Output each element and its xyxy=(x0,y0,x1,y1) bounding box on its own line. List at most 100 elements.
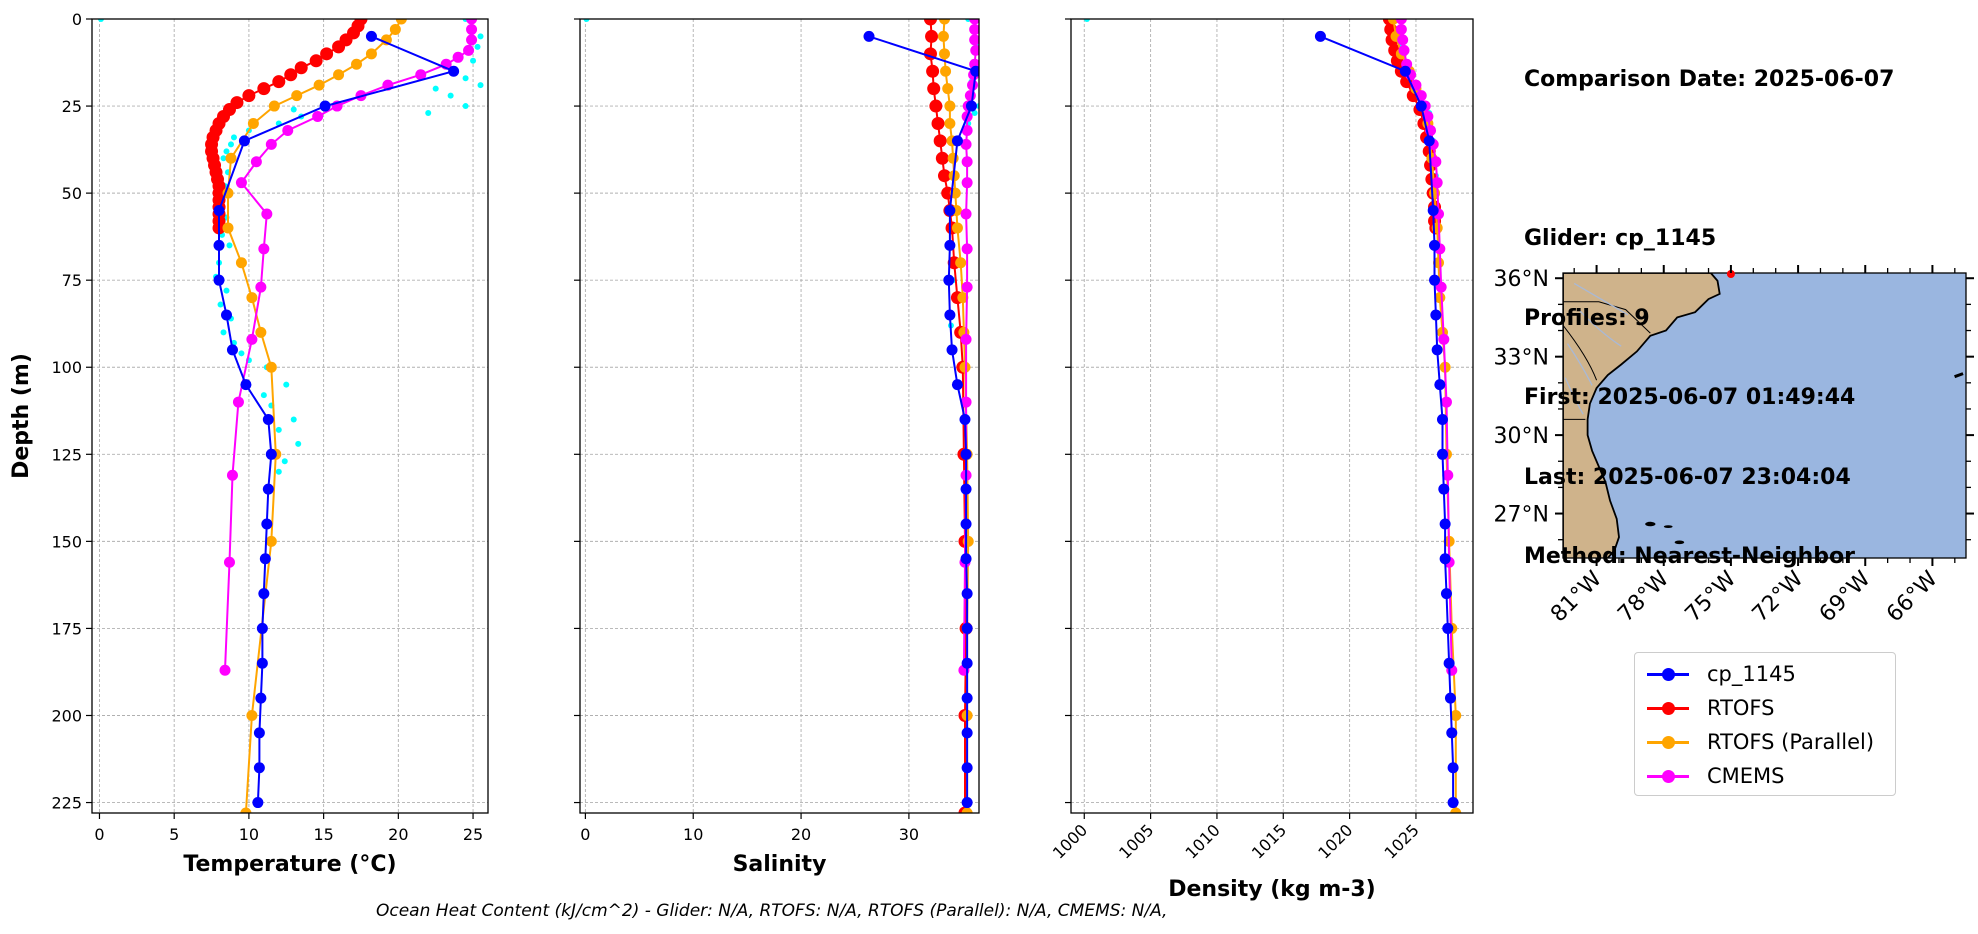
series-point xyxy=(959,361,971,373)
series-point xyxy=(466,19,478,25)
x-tick-label: 20 xyxy=(388,825,408,844)
series-point xyxy=(1434,379,1446,391)
legend-swatch xyxy=(1643,761,1693,791)
series-point xyxy=(415,69,427,81)
series-point xyxy=(960,448,972,460)
first-time: First: 2025-06-07 01:49:44 xyxy=(1524,385,1856,410)
series-line xyxy=(962,19,977,671)
x-tick-label: 1000 xyxy=(1049,820,1091,862)
series-point xyxy=(970,65,979,77)
x-tick-label: 1010 xyxy=(1182,820,1224,862)
glider-raw-point xyxy=(447,92,454,99)
y-tick-label: 175 xyxy=(51,619,82,638)
series-point xyxy=(250,156,262,168)
lat-label: 30°N xyxy=(1494,424,1549,449)
series-point xyxy=(256,622,268,634)
lat-label: 33°N xyxy=(1494,346,1549,371)
glider-raw-point xyxy=(226,242,233,249)
series-point xyxy=(863,30,875,42)
series-point xyxy=(226,469,238,481)
series-point xyxy=(961,762,973,774)
series-point xyxy=(961,156,973,168)
series-line xyxy=(1320,35,1455,803)
glider-raw-point xyxy=(462,75,469,82)
series-point xyxy=(955,257,967,269)
y-tick-label: 50 xyxy=(62,184,82,203)
series-point xyxy=(951,135,963,147)
glider-raw-point xyxy=(470,57,477,64)
x-axis-label: Salinity xyxy=(733,852,827,877)
temperature-panel: 0 5 10 15 20 25 0 25 50 75 100 125 150 175 200 225 Tempe… xyxy=(9,10,489,877)
series-point xyxy=(463,44,475,56)
x-tick-label: 20 xyxy=(791,825,811,844)
series-point xyxy=(1442,469,1454,481)
y-tick-label: 225 xyxy=(51,794,82,813)
glider-raw-point xyxy=(477,33,484,40)
y-tick-label: 75 xyxy=(62,271,82,290)
series-point xyxy=(272,75,286,89)
legend-swatch xyxy=(1643,693,1693,723)
axes-frame xyxy=(1070,18,1474,814)
series-point xyxy=(1447,797,1459,809)
series-point xyxy=(1395,19,1407,25)
glider-raw-point xyxy=(230,134,237,141)
series-point xyxy=(265,361,277,373)
map-frame xyxy=(1562,272,1967,559)
series-point xyxy=(961,177,973,189)
river xyxy=(1564,377,1584,415)
series-point xyxy=(247,117,259,129)
glider-location-marker xyxy=(1726,270,1735,278)
series-point xyxy=(1438,483,1450,495)
series-point xyxy=(255,326,267,338)
glider-raw-point xyxy=(260,392,267,399)
series-point xyxy=(213,239,225,251)
series-point xyxy=(1436,448,1448,460)
series-point xyxy=(942,83,954,95)
series-point xyxy=(925,29,939,43)
series-point xyxy=(969,34,979,46)
series-point xyxy=(967,79,979,91)
series-line xyxy=(218,35,457,803)
island xyxy=(1674,540,1685,545)
series-point xyxy=(1440,396,1452,408)
series-line xyxy=(227,19,403,813)
series-point xyxy=(320,47,334,61)
series-point xyxy=(957,292,969,304)
series-line xyxy=(942,19,970,813)
series-point xyxy=(959,413,971,425)
y-tick-label: 125 xyxy=(51,445,82,464)
series-point xyxy=(961,588,973,600)
series-point xyxy=(256,657,268,669)
series-point xyxy=(951,379,963,391)
series-point xyxy=(961,281,973,293)
glider-raw-point xyxy=(275,468,282,475)
island xyxy=(1645,521,1656,527)
series-point xyxy=(225,152,237,164)
river xyxy=(1578,309,1622,347)
x-tick-label: 1015 xyxy=(1248,820,1290,862)
series-point xyxy=(1444,692,1456,704)
y-tick-label: 200 xyxy=(51,706,82,725)
series-point xyxy=(960,333,972,345)
series-point xyxy=(961,243,973,255)
series-point xyxy=(1436,413,1448,425)
glider-raw-point xyxy=(474,43,481,50)
y-axis-label: Depth (m) xyxy=(9,353,34,479)
series-point xyxy=(937,169,951,183)
series-point xyxy=(259,553,271,565)
series-point xyxy=(253,762,265,774)
series-point xyxy=(938,48,950,60)
series-point xyxy=(265,448,277,460)
series-point xyxy=(961,727,973,739)
comparison-info: Comparison Date: 2025-06-07 Glider: cp_1… xyxy=(1524,14,1894,597)
x-tick-label: 0 xyxy=(94,825,104,844)
glider-raw-point xyxy=(462,103,469,110)
series-point xyxy=(309,54,323,68)
series-point xyxy=(1443,657,1455,669)
series-point xyxy=(929,99,943,113)
series-point xyxy=(1447,762,1459,774)
series-point xyxy=(219,664,231,676)
y-tick-label: 100 xyxy=(51,358,82,377)
glider-raw-point xyxy=(290,416,297,423)
legend-item: CMEMS xyxy=(1643,761,1785,791)
